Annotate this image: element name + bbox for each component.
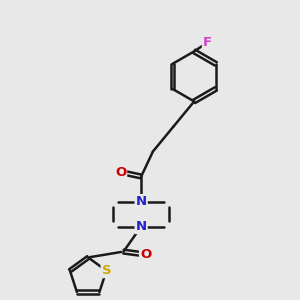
Text: N: N [136,195,147,208]
Text: O: O [115,166,126,178]
Text: O: O [140,248,151,261]
Text: F: F [203,36,212,49]
Text: N: N [136,220,147,233]
Text: S: S [102,264,111,277]
